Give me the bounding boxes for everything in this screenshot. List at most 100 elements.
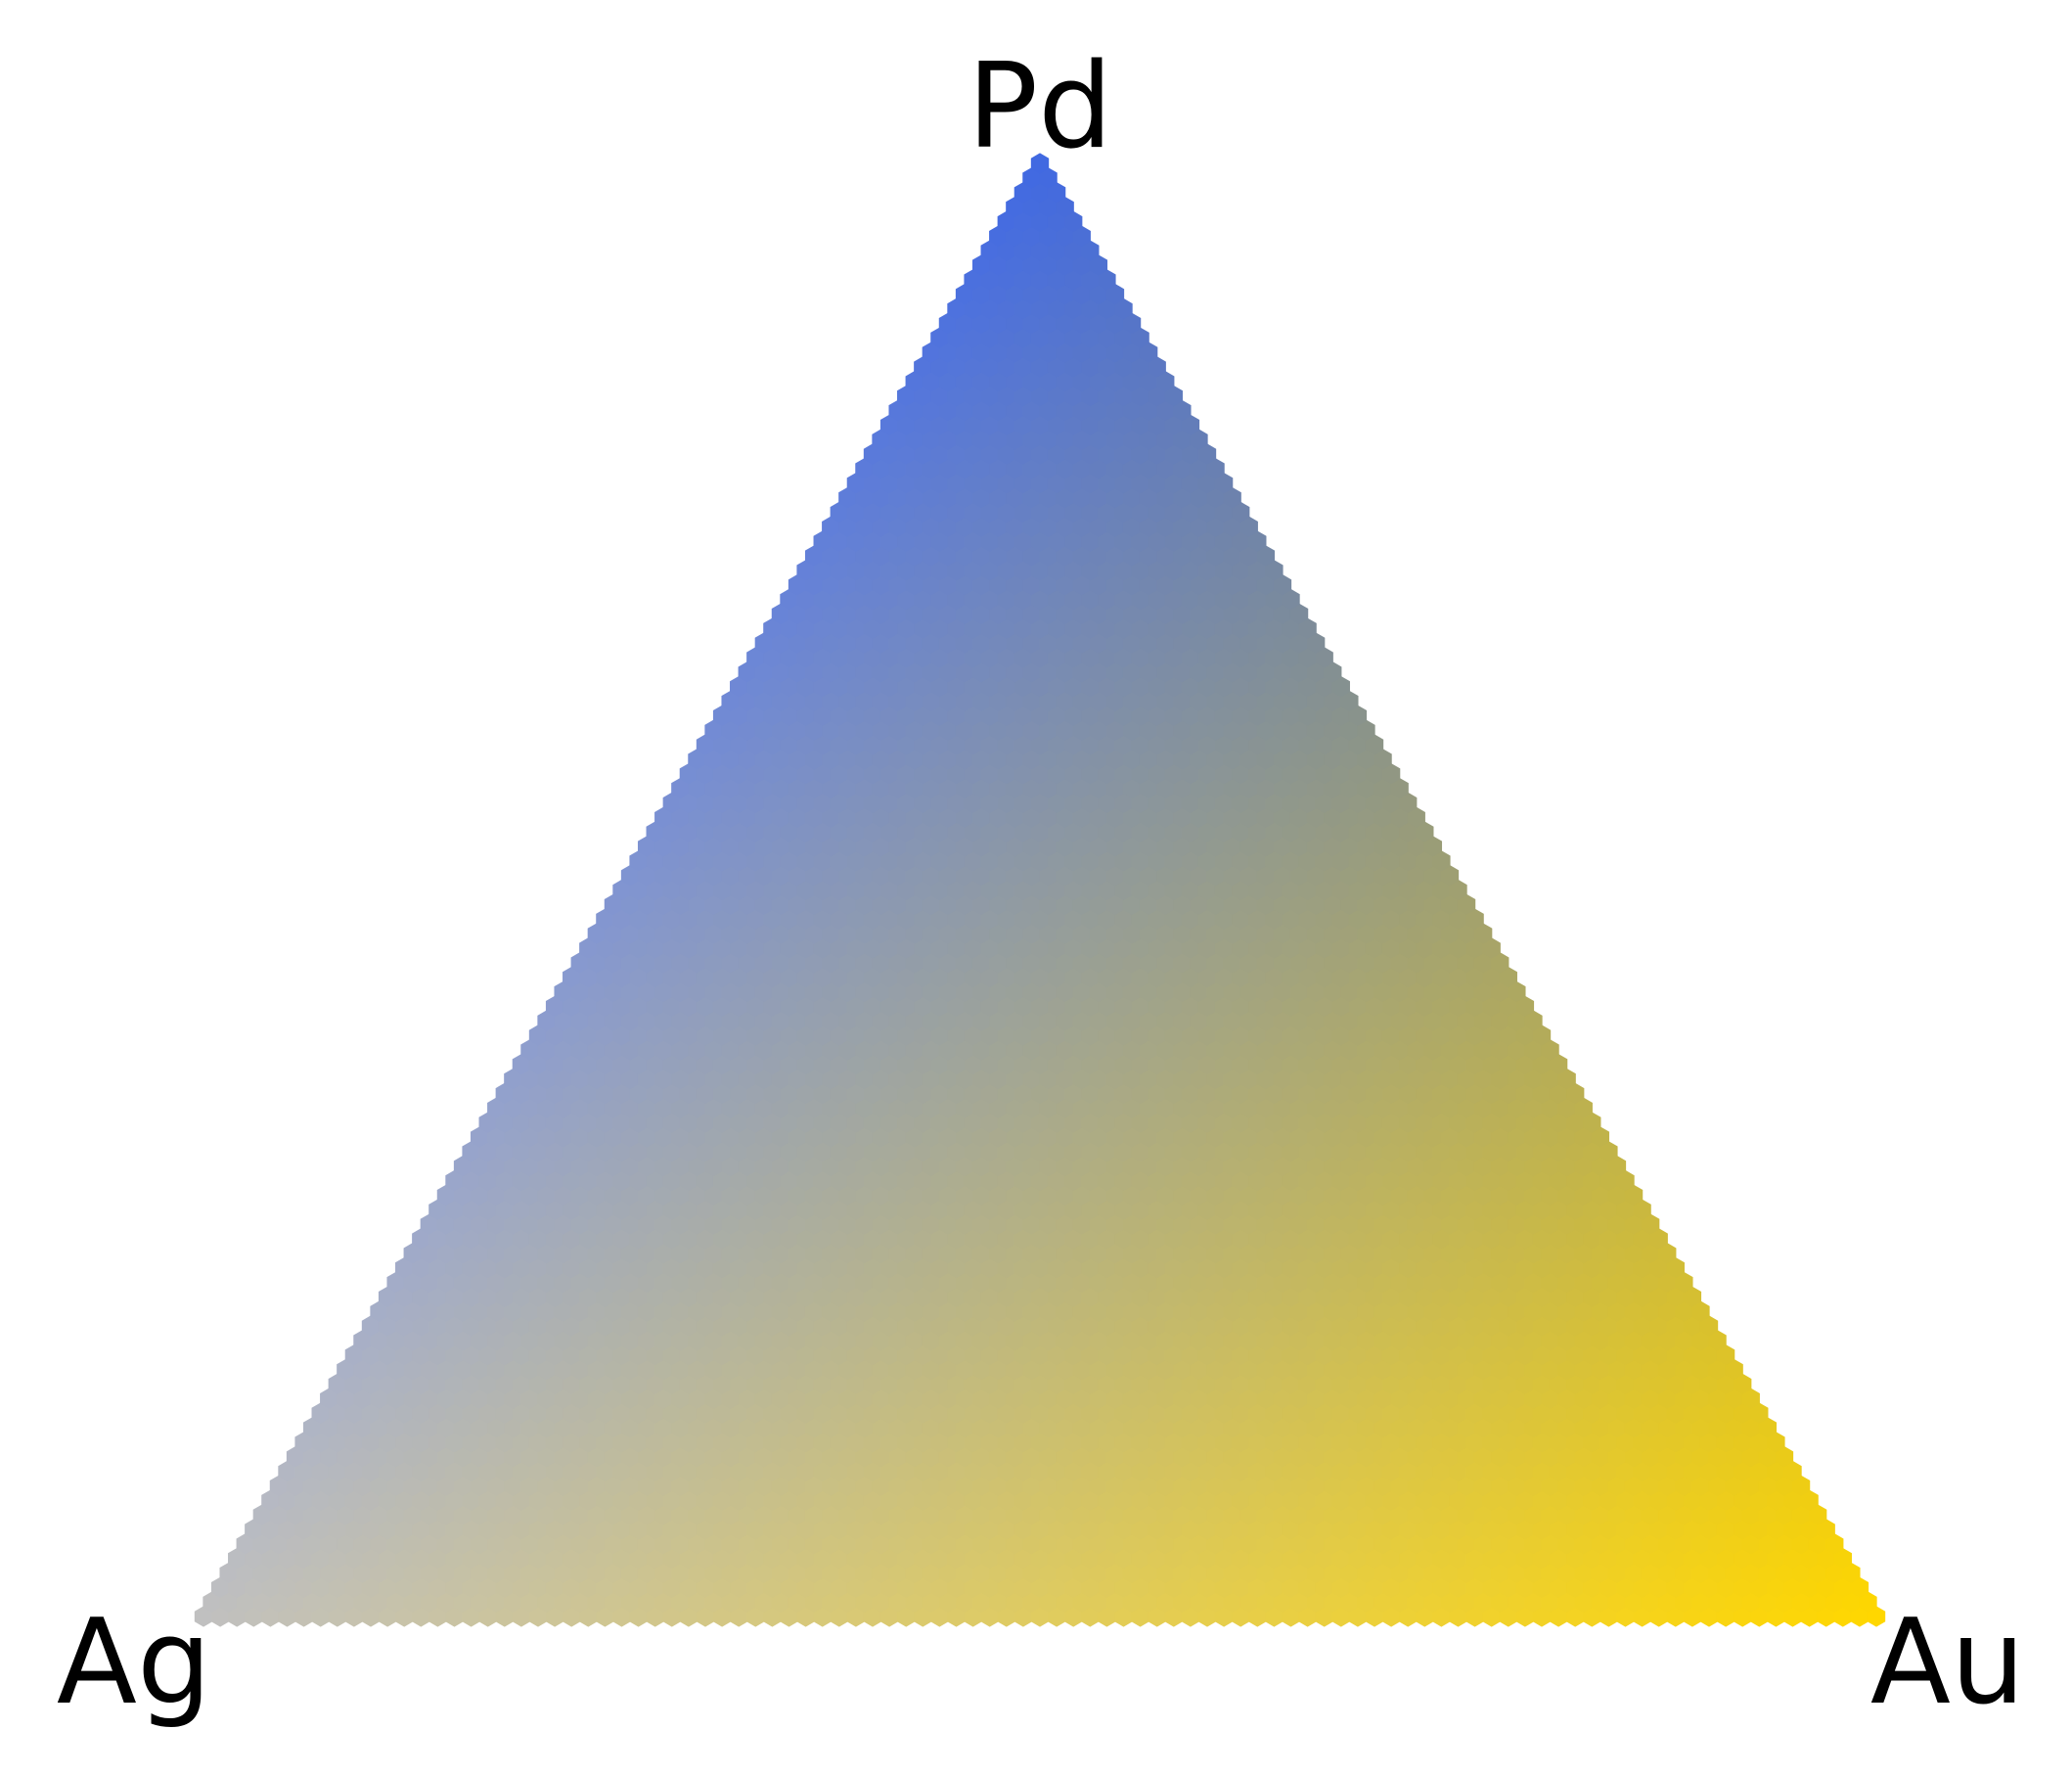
ternary-cell — [612, 1228, 631, 1250]
ternary-cell — [1164, 1257, 1183, 1279]
ternary-cell — [378, 1315, 397, 1337]
ternary-cell — [704, 1330, 723, 1351]
ternary-cell — [629, 1606, 648, 1627]
ternary-cell — [1114, 1199, 1133, 1220]
ternary-cell — [1298, 1315, 1317, 1337]
ternary-cell — [855, 1300, 874, 1322]
ternary-cell — [1072, 1213, 1091, 1235]
ternary-cell — [1683, 1315, 1702, 1337]
ternary-cell — [1181, 1548, 1200, 1570]
ternary-cell — [1423, 1184, 1443, 1206]
ternary-cell — [1340, 1591, 1359, 1613]
ternary-cell — [1206, 1591, 1225, 1613]
ternary-cell — [512, 1373, 531, 1394]
ternary-cell — [1699, 1460, 1719, 1482]
ternary-cell — [1181, 1489, 1200, 1511]
ternary-cell — [302, 1562, 322, 1584]
ternary-cell — [1541, 1184, 1559, 1206]
ternary-cell — [1599, 1344, 1618, 1366]
ternary-cell — [1675, 1475, 1693, 1496]
ternary-cell — [1499, 1548, 1517, 1570]
ternary-cell — [236, 1533, 254, 1555]
ternary-cell — [629, 1315, 648, 1337]
ternary-cell — [971, 1213, 991, 1235]
ternary-cell — [947, 1548, 966, 1570]
ternary-cell — [754, 1504, 774, 1525]
ternary-cell — [1808, 1504, 1827, 1525]
ternary-cell — [671, 1184, 690, 1206]
ternary-cell — [504, 1330, 522, 1351]
ternary-cell — [462, 1257, 480, 1279]
ternary-cell — [1105, 1475, 1125, 1496]
ternary-cell — [1750, 1548, 1769, 1570]
ternary-cell — [1725, 1417, 1743, 1438]
ternary-cell — [1616, 1432, 1635, 1453]
ternary-cell — [1239, 1184, 1258, 1206]
ternary-cell — [1265, 1228, 1284, 1250]
ternary-cell — [604, 1358, 623, 1381]
ternary-cell — [1591, 1446, 1610, 1468]
ternary-cell — [1324, 1591, 1342, 1613]
ternary-cell — [286, 1533, 305, 1555]
ternary-cell — [1089, 1243, 1108, 1264]
ternary-cell — [1324, 1504, 1342, 1525]
ternary-cell — [504, 1300, 522, 1322]
ternary-cell — [1265, 1257, 1284, 1279]
ternary-cell — [537, 1388, 556, 1409]
ternary-cell — [1566, 1460, 1585, 1482]
ternary-cell — [980, 1286, 999, 1307]
ternary-cell — [1139, 1417, 1158, 1438]
ternary-cell — [1549, 1286, 1568, 1307]
ternary-cell — [1491, 1446, 1509, 1468]
ternary-cell — [738, 1300, 756, 1322]
ternary-cell — [596, 1606, 614, 1627]
ternary-cell — [1190, 1243, 1208, 1264]
ternary-cell — [403, 1562, 422, 1584]
ternary-cell — [754, 1562, 774, 1584]
ternary-cell — [863, 1315, 882, 1337]
ternary-cell — [386, 1330, 405, 1351]
ternary-cell — [1064, 1489, 1083, 1511]
ternary-cell — [1273, 1591, 1292, 1613]
ternary-cell — [1583, 1373, 1601, 1394]
ternary-cell — [353, 1446, 372, 1468]
ternary-cell — [1006, 1358, 1024, 1381]
ternary-cell — [1114, 1373, 1133, 1394]
ternary-cell — [1324, 1271, 1342, 1294]
ternary-cell — [763, 1344, 782, 1366]
ternary-cell — [922, 1417, 941, 1438]
ternary-cell — [955, 1388, 974, 1409]
ternary-cell — [504, 1213, 522, 1235]
ternary-cell — [1658, 1504, 1677, 1525]
ternary-cell — [1357, 1271, 1375, 1294]
ternary-cell — [395, 1606, 414, 1627]
ternary-cell — [1089, 1504, 1108, 1525]
ternary-cell — [1457, 1504, 1476, 1525]
ternary-cell — [763, 1373, 782, 1394]
ternary-cell — [1574, 1562, 1593, 1584]
ternary-cell — [654, 1475, 673, 1496]
ternary-cell — [1381, 1228, 1401, 1250]
ternary-cell — [846, 1257, 866, 1279]
ternary-cell — [1607, 1504, 1627, 1525]
ternary-cell — [1641, 1300, 1660, 1322]
ternary-cell — [320, 1446, 338, 1468]
ternary-cell — [1039, 1300, 1058, 1322]
ternary-cell — [462, 1606, 480, 1627]
ternary-cell — [420, 1446, 439, 1468]
ternary-cell — [721, 1475, 740, 1496]
ternary-cell — [846, 1402, 866, 1424]
ternary-cell — [1315, 1519, 1333, 1540]
ternary-cell — [412, 1402, 430, 1424]
ternary-cell — [361, 1489, 381, 1511]
ternary-cell — [1013, 1432, 1033, 1453]
ternary-cell — [1440, 1504, 1460, 1525]
ternary-cell — [1473, 1358, 1493, 1381]
ternary-cell — [997, 1373, 1015, 1394]
ternary-cell — [746, 1228, 765, 1250]
ternary-cell — [428, 1402, 447, 1424]
ternary-cell — [671, 1562, 690, 1584]
ternary-cell — [863, 1228, 882, 1250]
ternary-cell — [604, 1533, 623, 1555]
ternary-cell — [512, 1432, 531, 1453]
